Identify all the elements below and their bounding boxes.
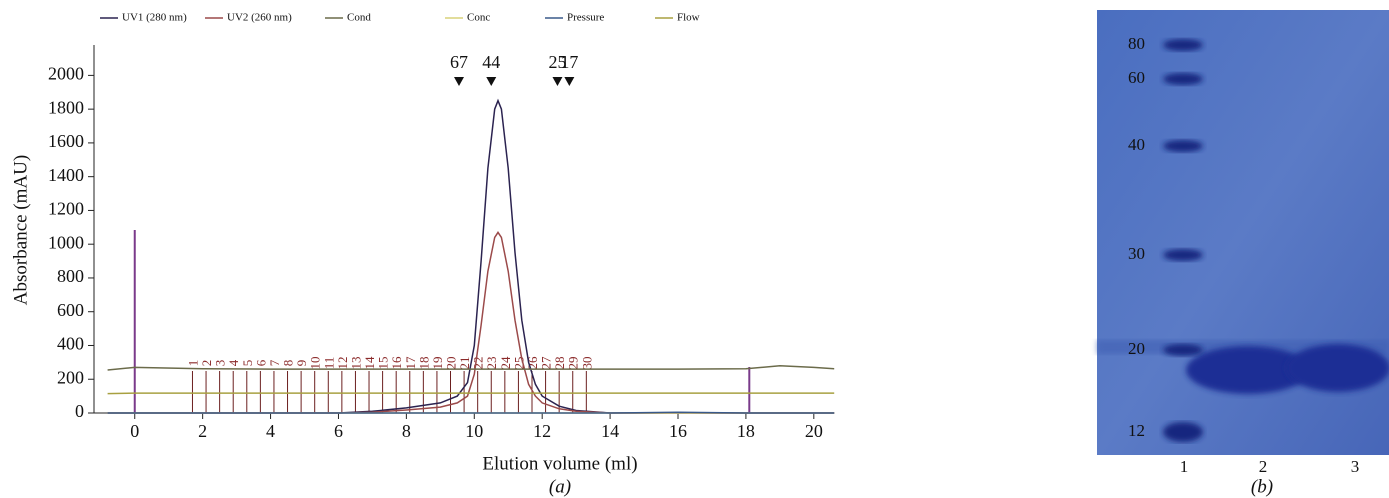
panel-label: (b) — [1251, 476, 1273, 497]
standard-label: 25 — [548, 52, 566, 72]
lane-label: 2 — [1259, 457, 1268, 476]
y-tick-label: 800 — [57, 266, 84, 286]
fraction-label: 15 — [376, 357, 391, 370]
fraction-label: 11 — [321, 357, 336, 370]
x-tick-label: 20 — [805, 421, 823, 441]
standard-label: 67 — [450, 52, 468, 72]
legend-label: UV2 (260 nm) — [227, 12, 292, 24]
x-tick-label: 16 — [669, 421, 687, 441]
marker-band — [1163, 39, 1203, 51]
fraction-label: 14 — [362, 356, 377, 370]
x-tick-label: 10 — [465, 421, 483, 441]
fraction-label: 7 — [267, 359, 282, 366]
x-tick-label: 8 — [402, 421, 411, 441]
fraction-label: 20 — [443, 357, 458, 370]
fraction-label: 29 — [566, 357, 581, 370]
fraction-label: 28 — [552, 357, 567, 370]
fraction-label: 9 — [294, 360, 309, 367]
fraction-label: 3 — [213, 360, 228, 367]
fraction-label: 5 — [240, 360, 255, 367]
lane-label: 1 — [1180, 457, 1189, 476]
panel-label: (a) — [549, 476, 571, 497]
lane-label: 3 — [1351, 457, 1360, 476]
x-tick-label: 12 — [533, 421, 551, 441]
x-tick-label: 2 — [198, 421, 207, 441]
y-tick-label: 2000 — [48, 64, 84, 84]
fraction-label: 13 — [348, 357, 363, 370]
series-line — [107, 392, 835, 395]
marker-band — [1163, 422, 1203, 442]
y-tick-label: 600 — [57, 300, 84, 320]
y-tick-label: 200 — [57, 367, 84, 387]
y-tick-label: 400 — [57, 334, 84, 354]
marker-band — [1163, 140, 1203, 152]
fraction-label: 30 — [579, 357, 594, 370]
standard-label: 17 — [560, 52, 578, 72]
series-line — [107, 411, 835, 414]
marker-label: 40 — [1128, 135, 1145, 154]
y-tick-label: 1200 — [48, 199, 84, 219]
fraction-label: 22 — [471, 357, 486, 370]
fraction-label: 1 — [185, 360, 200, 367]
x-tick-label: 0 — [130, 421, 139, 441]
legend-label: Cond — [347, 12, 371, 24]
legend-label: Flow — [677, 12, 700, 24]
fraction-label: 27 — [539, 356, 554, 370]
standard-label: 44 — [482, 52, 500, 72]
fraction-label: 23 — [484, 357, 499, 370]
x-axis-label: Elution volume (ml) — [482, 453, 637, 474]
marker-label: 60 — [1128, 68, 1145, 87]
fraction-label: 2 — [199, 360, 214, 367]
standard-marker — [564, 77, 575, 86]
fraction-label: 12 — [335, 357, 350, 370]
marker-band — [1163, 344, 1203, 356]
standard-marker — [454, 77, 464, 86]
standard-marker — [552, 77, 563, 86]
x-tick-label: 4 — [266, 421, 275, 441]
marker-band — [1163, 249, 1203, 261]
marker-label: 80 — [1128, 34, 1145, 53]
fraction-label: 24 — [498, 356, 513, 370]
marker-label: 12 — [1128, 421, 1145, 440]
fraction-label: 17 — [403, 356, 418, 370]
series-line — [107, 231, 835, 414]
x-tick-label: 18 — [737, 421, 755, 441]
marker-band — [1163, 73, 1203, 85]
fraction-label: 18 — [416, 357, 431, 370]
fraction-label: 21 — [457, 357, 472, 370]
gel-band — [1286, 344, 1389, 392]
gel-band — [1186, 346, 1310, 394]
x-tick-label: 14 — [601, 421, 619, 441]
marker-label: 20 — [1128, 339, 1145, 358]
fraction-label: 10 — [308, 357, 323, 370]
y-tick-label: 1000 — [48, 232, 84, 252]
y-tick-label: 1600 — [48, 131, 84, 151]
fraction-label: 19 — [430, 357, 445, 370]
legend-label: UV1 (280 nm) — [122, 12, 187, 24]
x-tick-label: 6 — [334, 421, 343, 441]
fraction-label: 6 — [253, 359, 268, 366]
legend-label: Conc — [467, 12, 490, 24]
standard-marker — [486, 77, 497, 86]
legend-label: Pressure — [567, 12, 604, 24]
y-axis-label: Absorbance (mAU) — [10, 155, 31, 305]
y-tick-label: 0 — [75, 401, 84, 421]
series-line — [107, 364, 835, 371]
fraction-label: 8 — [281, 360, 296, 367]
y-tick-label: 1400 — [48, 165, 84, 185]
y-tick-label: 1800 — [48, 97, 84, 117]
marker-label: 30 — [1128, 244, 1145, 263]
fraction-label: 4 — [226, 359, 241, 366]
fraction-label: 16 — [389, 356, 404, 370]
